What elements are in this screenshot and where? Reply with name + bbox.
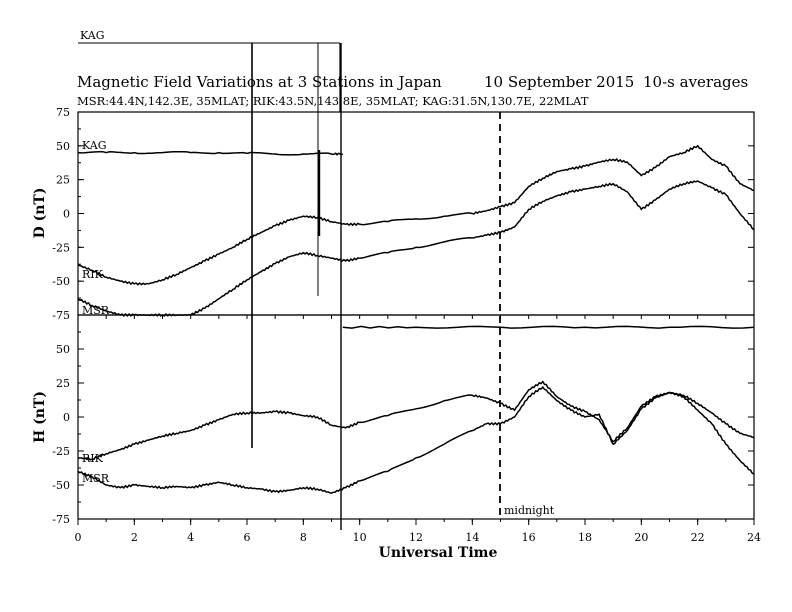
panel-d-frame (77, 111, 755, 316)
y-tick-label-d-1: 50 (56, 140, 70, 153)
series-label-d-rik: RIK (82, 268, 104, 281)
x-tick-label-4: 8 (300, 531, 307, 544)
y-axis-title-d: D (nT) (32, 188, 48, 239)
y-tick-label-h-6: -75 (52, 513, 70, 526)
y-tick-label-d-5: -50 (52, 275, 70, 288)
y-tick-label-d-6: -75 (52, 309, 70, 322)
chart-averaging: 10-s averages (643, 73, 748, 91)
y-tick-label-h-1: 50 (56, 343, 70, 356)
series-label-d-msr: MSR (82, 304, 110, 317)
series-line-d-msr (77, 180, 755, 317)
x-tick-label-0: 0 (75, 531, 82, 544)
top-station-label: KAG (80, 29, 105, 42)
x-tick-label-12: 24 (747, 531, 761, 544)
x-axis-title: Universal Time (379, 545, 498, 561)
series-line-h-msr (77, 385, 755, 495)
panel-h-frame (77, 314, 755, 520)
midnight-label: midnight (504, 504, 555, 517)
y-tick-label-d-3: 0 (63, 208, 70, 221)
series-label-h-rik: RIK (82, 452, 104, 465)
y-tick-label-h-3: 0 (63, 411, 70, 424)
series-d (77, 144, 755, 317)
x-tick-label-9: 18 (578, 531, 592, 544)
series-h (77, 325, 755, 495)
chart-date: 10 September 2015 (484, 73, 634, 91)
x-tick-label-8: 16 (522, 531, 536, 544)
series-line-d-rik (77, 144, 755, 286)
y-ticks-d: 75 50 25 0 -25 -50 -75 (52, 106, 754, 322)
y-tick-label-d-4: -25 (52, 241, 70, 254)
y-tick-label-d-2: 25 (56, 174, 70, 187)
x-tick-label-11: 22 (691, 531, 705, 544)
chart-subtitle: MSR:44.4N,142.3E, 35MLAT; RIK:43.5N,143.… (77, 94, 589, 108)
chart-title: Magnetic Field Variations at 3 Stations … (77, 73, 442, 91)
y-tick-label-h-2: 25 (56, 377, 70, 390)
x-tick-label-1: 2 (131, 531, 138, 544)
y-tick-label-h-5: -50 (52, 479, 70, 492)
x-tick-label-3: 6 (244, 531, 251, 544)
x-tick-label-10: 20 (634, 531, 648, 544)
y-ticks-h: 50 25 0 -25 -50 -75 (52, 314, 754, 526)
y-tick-label-h-4: -25 (52, 445, 70, 458)
x-tick-label-2: 4 (187, 531, 194, 544)
y-axis-title-h: H (nT) (32, 391, 48, 443)
y-tick-label-d-0: 75 (56, 106, 70, 119)
series-label-h-msr: MSR (82, 472, 110, 485)
x-tick-label-6: 12 (409, 531, 423, 544)
series-line-h-rik (77, 380, 755, 461)
x-tick-label-7: 14 (465, 531, 479, 544)
series-label-d-kag: KAG (82, 139, 107, 152)
x-tick-label-5: 10 (353, 531, 367, 544)
x-ticks: 0 2 4 6 8 10 12 14 16 18 20 22 24 (75, 315, 761, 544)
series-line-d-kag (77, 150, 344, 156)
series-line-h-kag (342, 325, 755, 329)
